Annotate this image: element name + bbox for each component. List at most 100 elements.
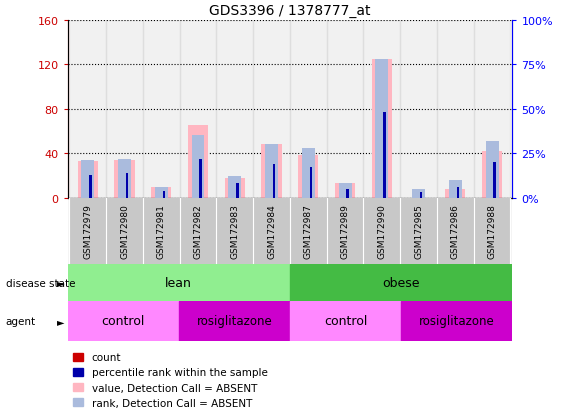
Bar	[179, 301, 290, 341]
Bar	[114, 161, 135, 198]
Bar	[339, 184, 351, 198]
Bar	[143, 21, 180, 198]
Text: ►: ►	[57, 316, 65, 326]
Bar	[400, 21, 437, 198]
Bar	[229, 177, 241, 198]
Bar	[372, 59, 392, 198]
Bar	[253, 198, 290, 264]
Bar	[81, 161, 94, 198]
Bar	[120, 196, 123, 198]
Bar	[376, 60, 388, 198]
Text: agent: agent	[6, 316, 36, 326]
Bar	[437, 21, 473, 198]
Bar	[401, 301, 512, 341]
Bar	[265, 145, 278, 198]
Bar	[412, 189, 425, 198]
Bar	[89, 175, 92, 198]
Bar	[199, 159, 202, 198]
Text: GSM172981: GSM172981	[157, 204, 166, 258]
Bar	[69, 198, 106, 264]
Text: disease state: disease state	[6, 278, 75, 288]
Bar	[68, 301, 179, 341]
Bar	[106, 21, 143, 198]
Text: GSM172979: GSM172979	[83, 204, 92, 258]
Bar	[298, 156, 319, 198]
Bar	[126, 173, 128, 198]
Bar	[437, 198, 473, 264]
Bar	[400, 198, 437, 264]
Text: GSM172990: GSM172990	[377, 204, 386, 258]
Text: lean: lean	[166, 276, 192, 290]
Bar	[290, 21, 327, 198]
Bar	[225, 178, 245, 198]
Bar	[335, 184, 355, 198]
Bar	[383, 113, 386, 198]
Bar	[488, 196, 491, 198]
Bar	[302, 149, 315, 198]
Text: GSM172984: GSM172984	[267, 204, 276, 258]
Bar	[188, 126, 208, 198]
Text: rosiglitazone: rosiglitazone	[196, 315, 272, 328]
Bar	[163, 191, 165, 198]
Bar	[445, 189, 466, 198]
Bar	[346, 189, 349, 198]
Bar	[364, 21, 400, 198]
Text: GSM172982: GSM172982	[194, 204, 203, 258]
Bar	[268, 196, 270, 198]
Bar	[151, 187, 171, 198]
Bar	[194, 196, 196, 198]
Bar	[486, 141, 499, 198]
Bar	[457, 188, 459, 198]
Text: GSM172989: GSM172989	[341, 204, 350, 258]
Bar	[106, 198, 143, 264]
Bar	[364, 198, 400, 264]
Bar	[420, 193, 422, 198]
Bar	[482, 152, 502, 198]
Bar	[452, 197, 454, 198]
Bar	[290, 301, 401, 341]
Bar	[327, 21, 364, 198]
Bar	[155, 188, 168, 198]
Bar	[118, 159, 131, 198]
Bar	[236, 184, 239, 198]
Bar	[290, 198, 327, 264]
Bar	[253, 21, 290, 198]
Legend: count, percentile rank within the sample, value, Detection Call = ABSENT, rank, : count, percentile rank within the sample…	[73, 352, 267, 408]
Bar	[473, 21, 511, 198]
Bar	[341, 197, 344, 198]
Bar	[143, 198, 180, 264]
Bar	[180, 198, 216, 264]
Bar	[493, 163, 496, 198]
Text: ►: ►	[57, 278, 65, 288]
Title: GDS3396 / 1378777_at: GDS3396 / 1378777_at	[209, 4, 370, 18]
Bar	[449, 180, 462, 198]
Bar	[273, 164, 275, 198]
Text: GSM172986: GSM172986	[451, 204, 460, 258]
Bar	[84, 196, 87, 198]
Bar	[216, 21, 253, 198]
Bar	[78, 161, 98, 198]
Text: control: control	[324, 315, 367, 328]
Bar	[261, 145, 282, 198]
Bar	[68, 264, 290, 301]
Bar	[305, 196, 307, 198]
Text: rosiglitazone: rosiglitazone	[419, 315, 495, 328]
Text: GSM172980: GSM172980	[120, 204, 129, 258]
Bar	[69, 21, 106, 198]
Bar	[310, 168, 312, 198]
Bar	[473, 198, 511, 264]
Bar	[290, 264, 512, 301]
Text: GSM172983: GSM172983	[230, 204, 239, 258]
Bar	[216, 198, 253, 264]
Text: obese: obese	[382, 276, 420, 290]
Bar	[378, 196, 381, 198]
Bar	[180, 21, 216, 198]
Text: GSM172988: GSM172988	[488, 204, 497, 258]
Text: control: control	[101, 315, 145, 328]
Bar	[191, 136, 204, 198]
Text: GSM172987: GSM172987	[304, 204, 313, 258]
Text: GSM172985: GSM172985	[414, 204, 423, 258]
Bar	[158, 197, 160, 198]
Bar	[231, 197, 234, 198]
Bar	[327, 198, 364, 264]
